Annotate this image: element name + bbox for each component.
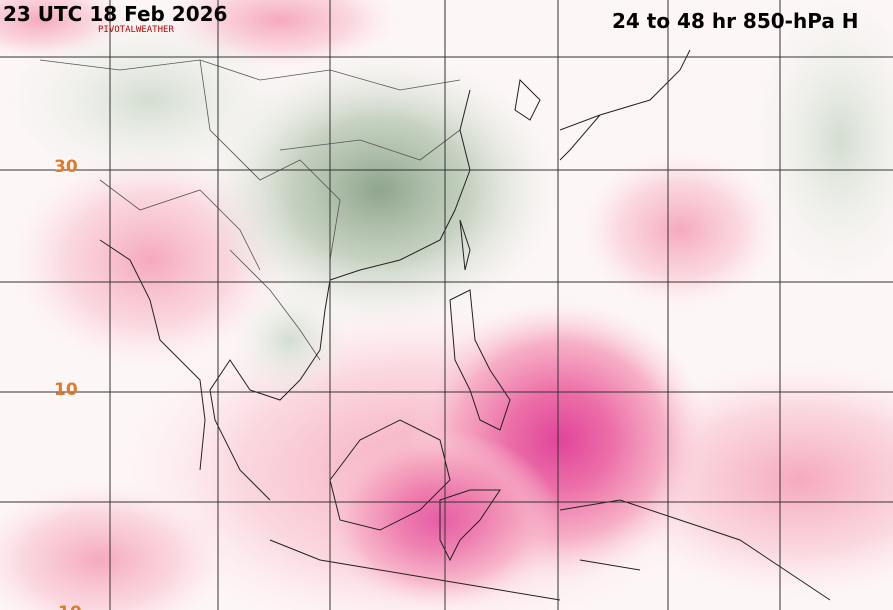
lat-label: 10 bbox=[58, 603, 82, 610]
watermark: PIVOTALWEATHER bbox=[98, 25, 174, 35]
lat-label: 10 bbox=[54, 380, 78, 400]
lat-label: 30 bbox=[54, 157, 78, 177]
valid-time: 23 UTC 18 Feb 2026 bbox=[3, 2, 227, 26]
map-title: 24 to 48 hr 850-hPa H bbox=[612, 9, 859, 33]
